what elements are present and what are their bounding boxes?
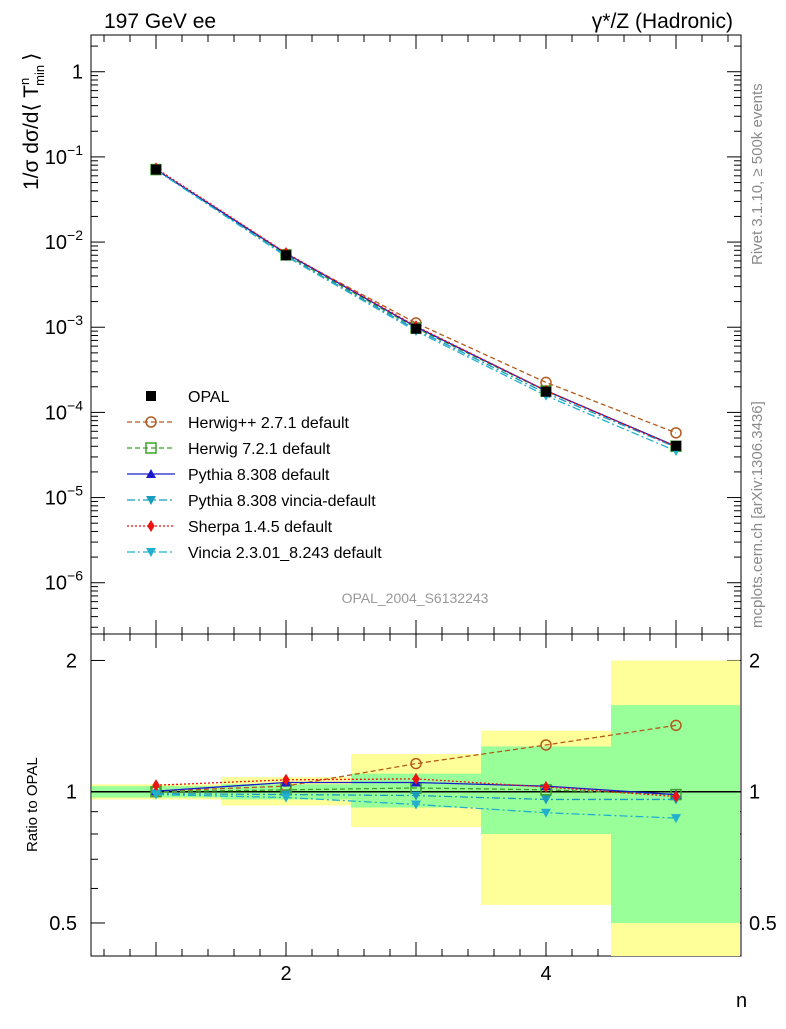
data-point [670, 427, 682, 439]
ratio-point [281, 793, 291, 803]
ratio-point [412, 772, 420, 785]
legend-marker [146, 469, 156, 478]
series-sherpa-1-4-5-default [152, 162, 680, 453]
ratio-y-tick-label: 0.5 [49, 913, 77, 935]
process-label: γ*/Z (Hadronic) [592, 10, 733, 33]
legend-label: Sherpa 1.4.5 default [188, 519, 333, 536]
legend-marker [146, 548, 156, 557]
legend-label: Vincia 2.3.01_8.243 default [188, 545, 382, 562]
ratio-point [151, 790, 161, 800]
legend: OPAL Herwig++ 2.7.1 default Herwig 7.2.1 d… [127, 389, 382, 562]
opal-data-point [671, 440, 681, 451]
mcplots-label: mcplots.cern.ch [arXiv:1306.3436] [749, 401, 766, 628]
ratio-series-sherpa-1-4-5-default [152, 772, 680, 803]
ratio-series-line [155, 787, 677, 796]
stat-uncertainty-band [611, 705, 740, 923]
main-y-axis-label: 1/σ dσ/d⟨ Tnmin⟩ [17, 53, 47, 190]
svg-text:1/σ dσ/d⟨ Tnmin⟩: 1/σ dσ/d⟨ Tnmin⟩ [17, 53, 47, 190]
legend-entry-pythia-8-308-vincia-default: Pythia 8.308 vincia-default [127, 493, 376, 510]
ratio-point [672, 790, 680, 803]
ratio-series-vincia-2-3-01-8-243-default [151, 790, 681, 824]
x-tick-label: 2 [280, 963, 291, 985]
legend-entry-sherpa-1-4-5-default: Sherpa 1.4.5 default [127, 519, 333, 536]
series-herwig-7-2-1-default [150, 163, 682, 453]
ratio-point [411, 791, 421, 801]
series-line [155, 168, 677, 447]
rivet-label: Rivet 3.1.10, ≥ 500k events [749, 83, 766, 265]
legend-entry-herwig-7-2-1-default: Herwig 7.2.1 default [127, 441, 331, 458]
series-pythia-8-308-default [151, 164, 681, 451]
series-herwig-2-7-1-default [150, 163, 682, 439]
x-axis-label: n [736, 990, 747, 1012]
ratio-point [541, 795, 551, 805]
legend-marker [145, 442, 157, 454]
series-line [155, 169, 677, 452]
series-line [155, 168, 677, 434]
ratio-y-tick-label-right: 0.5 [749, 913, 777, 935]
legend-label: Pythia 8.308 default [188, 467, 330, 484]
opal-data-point [541, 386, 551, 397]
series-line [155, 169, 677, 448]
legend-label: Herwig++ 2.7.1 default [188, 415, 350, 432]
ratio-y-tick-label-right: 1 [749, 782, 760, 804]
y-tick-label: 10−4 [45, 397, 83, 424]
opal-data-point [151, 164, 161, 175]
legend-marker [145, 416, 157, 428]
legend-marker [146, 496, 156, 505]
series-vincia-2-3-01-8-243-default [151, 166, 681, 457]
series-line [155, 169, 677, 447]
ratio-point [670, 719, 682, 732]
opal-data-point [411, 323, 421, 334]
legend-label: Herwig 7.2.1 default [188, 441, 331, 458]
series-pythia-8-308-vincia-default [151, 165, 681, 453]
y-tick-label: 10−5 [45, 483, 83, 510]
legend-entry-pythia-8-308-default: Pythia 8.308 default [127, 467, 330, 484]
y-tick-label: 10−6 [45, 568, 83, 595]
main-panel: 1 10−1 10−2 10−3 10−4 10−5 10−6 [45, 34, 742, 635]
ratio-point [540, 739, 552, 751]
legend-marker [146, 391, 156, 401]
ratio-y-tick-label-right: 2 [749, 650, 760, 672]
legend-label: Pythia 8.308 vincia-default [188, 493, 376, 510]
ratio-point [411, 800, 421, 810]
x-tick-label: 4 [540, 963, 551, 985]
legend-marker [147, 520, 155, 532]
ratio-point [671, 814, 681, 824]
legend-entry-herwig-2-7-1-default: Herwig++ 2.7.1 default [127, 415, 350, 432]
y-tick-label: 10−3 [45, 312, 83, 339]
y-tick-label: 1 [72, 62, 83, 84]
legend-entry-vincia-2-3-01-8-243-default: Vincia 2.3.01_8.243 default [127, 545, 382, 562]
energy-label: 197 GeV ee [104, 10, 216, 33]
y-tick-label: 10−2 [45, 227, 83, 254]
legend-entry-opal: OPAL [146, 389, 230, 406]
ratio-point [542, 781, 550, 794]
series-opal-data [151, 164, 681, 451]
ratio-point [410, 757, 422, 770]
ratio-point [282, 773, 290, 786]
y-tick-label: 10−1 [45, 142, 83, 169]
ratio-y-tick-label: 1 [66, 782, 77, 804]
ratio-point [152, 779, 160, 792]
opal-data-point [281, 250, 291, 261]
ratio-y-tick-label: 2 [66, 650, 77, 672]
ratio-y-axis-label: Ratio to OPAL [24, 757, 41, 852]
legend-label: OPAL [188, 389, 230, 406]
ratio-point [541, 808, 551, 818]
series-line [155, 167, 677, 448]
ratio-panel: 2 4 0.5 0.5 1 1 2 2 [49, 620, 777, 985]
analysis-label: OPAL_2004_S6132243 [342, 590, 489, 606]
